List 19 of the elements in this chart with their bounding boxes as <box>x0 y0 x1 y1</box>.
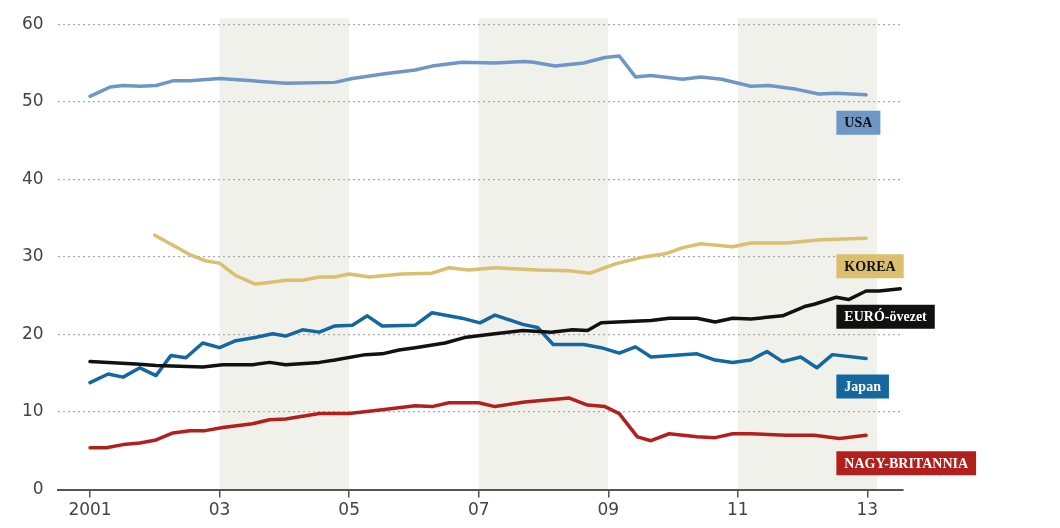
series-label: NAGY-BRITANNIA <box>844 455 969 471</box>
x-tick-label: 03 <box>208 499 231 520</box>
x-tick-label: 07 <box>467 499 490 520</box>
x-tick-label: 05 <box>338 499 360 520</box>
x-tick-label: 2001 <box>68 499 112 520</box>
x-tick-label: 09 <box>597 499 620 520</box>
y-tick-label: 60 <box>21 12 44 33</box>
y-tick-label: 40 <box>21 167 44 188</box>
series-label: Japan <box>844 379 882 395</box>
x-tick-label: 11 <box>726 499 749 520</box>
series-label: USA <box>844 115 874 131</box>
y-tick-label: 50 <box>21 90 44 111</box>
y-tick-label: 20 <box>21 322 44 343</box>
y-tick-label: 30 <box>21 245 44 266</box>
series-label: KOREA <box>844 258 897 274</box>
y-tick-label: 0 <box>32 478 44 499</box>
y-tick-label: 10 <box>21 400 44 421</box>
x-tick-label: 13 <box>856 499 879 520</box>
series-label: EURÓ-övezet <box>844 308 928 325</box>
